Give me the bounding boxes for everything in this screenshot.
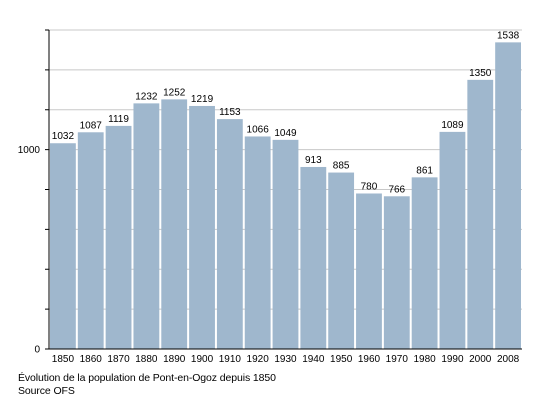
bar [328,172,355,349]
x-tick-label: 2000 [469,354,492,365]
x-tick-label: 1870 [107,354,130,365]
bar [495,42,521,350]
data-label: 780 [361,181,378,192]
y-tick-label: 1000 [18,145,41,156]
data-label: 1032 [52,131,75,142]
data-label: 1252 [163,87,186,98]
x-tick-label: 1910 [219,354,242,365]
x-tick-label: 1920 [247,354,270,365]
x-tick-label: 1940 [302,354,325,365]
x-tick-label: 1850 [52,354,75,365]
x-tick-label: 1890 [163,354,186,365]
data-label: 1089 [441,120,464,131]
bar [105,125,132,349]
bar [300,166,327,349]
data-label: 1066 [247,124,270,135]
bar [161,99,188,349]
bar [272,139,299,349]
y-tick-label: 0 [34,345,40,356]
bar [356,193,382,349]
data-label: 766 [388,184,405,195]
bar [244,136,271,349]
data-label: 885 [333,161,350,172]
data-label: 1049 [274,128,297,139]
data-label: 1350 [469,68,492,79]
bar [439,131,466,349]
x-tick-label: 1900 [191,354,214,365]
bar [189,105,215,349]
bar [216,119,243,349]
data-label: 913 [305,155,322,166]
chart-source: Source OFS [18,385,75,397]
x-tick-label: 1980 [413,354,436,365]
bar [467,79,494,349]
x-tick-label: 1950 [330,354,353,365]
x-tick-label: 1930 [274,354,297,365]
data-label: 861 [416,165,433,176]
bar [50,143,76,349]
bar [133,103,160,350]
x-tick-label: 1860 [80,354,103,365]
x-tick-label: 2008 [497,354,520,365]
data-label: 1538 [497,30,520,41]
bar [77,132,104,349]
chart-caption: Évolution de la population de Pont-en-Og… [18,372,276,384]
data-label: 1119 [108,114,129,125]
bar [411,177,438,349]
data-label: 1232 [135,91,158,102]
data-label: 1087 [80,120,103,131]
data-label: 1153 [219,107,241,118]
x-tick-label: 1970 [386,354,409,365]
x-tick-label: 1880 [135,354,158,365]
bar [383,196,410,349]
data-label: 1219 [191,94,214,105]
x-tick-label: 1960 [358,354,381,365]
x-tick-label: 1990 [441,354,464,365]
